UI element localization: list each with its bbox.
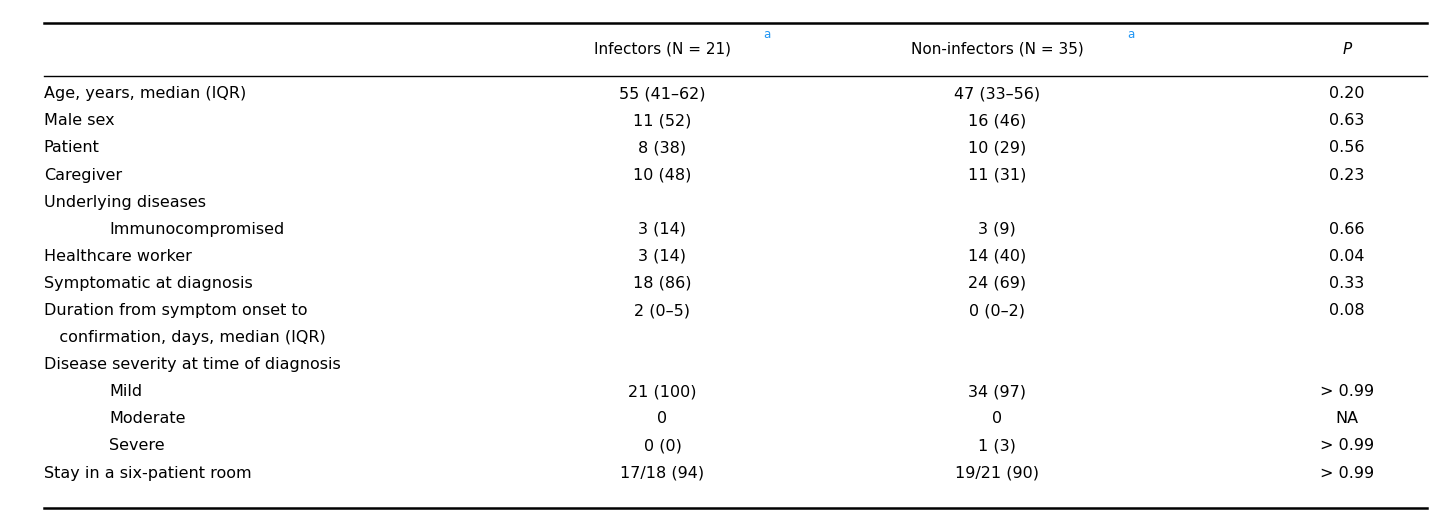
Text: Moderate: Moderate [109,412,186,426]
Text: Infectors (N = 21): Infectors (N = 21) [594,42,731,57]
Text: 16 (46): 16 (46) [968,114,1026,128]
Text: 34 (97): 34 (97) [968,384,1026,399]
Text: 0: 0 [658,412,667,426]
Text: 19/21 (90): 19/21 (90) [955,466,1040,480]
Text: Underlying diseases: Underlying diseases [44,195,205,209]
Text: 0 (0): 0 (0) [644,439,681,453]
Text: 10 (48): 10 (48) [633,168,692,182]
Text: 2 (0–5): 2 (0–5) [635,303,690,318]
Text: 0.63: 0.63 [1329,114,1364,128]
Text: Stay in a six-patient room: Stay in a six-patient room [44,466,252,480]
Text: Healthcare worker: Healthcare worker [44,249,192,264]
Text: Symptomatic at diagnosis: Symptomatic at diagnosis [44,276,252,291]
Text: 47 (33–56): 47 (33–56) [954,86,1041,101]
Text: 11 (31): 11 (31) [968,168,1026,182]
Text: 8 (38): 8 (38) [638,141,687,155]
Text: 0.56: 0.56 [1329,141,1364,155]
Text: 17/18 (94): 17/18 (94) [620,466,705,480]
Text: 14 (40): 14 (40) [968,249,1026,264]
Text: 0 (0–2): 0 (0–2) [970,303,1025,318]
Text: 0: 0 [993,412,1002,426]
Text: Caregiver: Caregiver [44,168,122,182]
Text: Non-infectors (N = 35): Non-infectors (N = 35) [911,42,1083,57]
Text: 0.20: 0.20 [1329,86,1364,101]
Text: 0.08: 0.08 [1329,303,1364,318]
Text: NA: NA [1335,412,1358,426]
Text: Duration from symptom onset to: Duration from symptom onset to [44,303,307,318]
Text: > 0.99: > 0.99 [1319,384,1374,399]
Text: a: a [764,29,770,41]
Text: 24 (69): 24 (69) [968,276,1026,291]
Text: Male sex: Male sex [44,114,115,128]
Text: 0.04: 0.04 [1329,249,1364,264]
Text: 0.33: 0.33 [1329,276,1364,291]
Text: Severe: Severe [109,439,165,453]
Text: Immunocompromised: Immunocompromised [109,222,284,237]
Text: 3 (9): 3 (9) [978,222,1016,237]
Text: 3 (14): 3 (14) [639,249,686,264]
Text: 55 (41–62): 55 (41–62) [619,86,706,101]
Text: 18 (86): 18 (86) [633,276,692,291]
Text: Mild: Mild [109,384,143,399]
Text: 11 (52): 11 (52) [633,114,692,128]
Text: > 0.99: > 0.99 [1319,466,1374,480]
Text: > 0.99: > 0.99 [1319,439,1374,453]
Text: 0.66: 0.66 [1329,222,1364,237]
Text: Disease severity at time of diagnosis: Disease severity at time of diagnosis [44,357,341,372]
Text: 1 (3): 1 (3) [978,439,1016,453]
Text: 0.23: 0.23 [1329,168,1364,182]
Text: Age, years, median (IQR): Age, years, median (IQR) [44,86,246,101]
Text: Patient: Patient [44,141,99,155]
Text: 21 (100): 21 (100) [628,384,697,399]
Text: confirmation, days, median (IQR): confirmation, days, median (IQR) [44,330,326,345]
Text: P: P [1342,42,1351,57]
Text: 3 (14): 3 (14) [639,222,686,237]
Text: 10 (29): 10 (29) [968,141,1026,155]
Text: a: a [1128,29,1134,41]
